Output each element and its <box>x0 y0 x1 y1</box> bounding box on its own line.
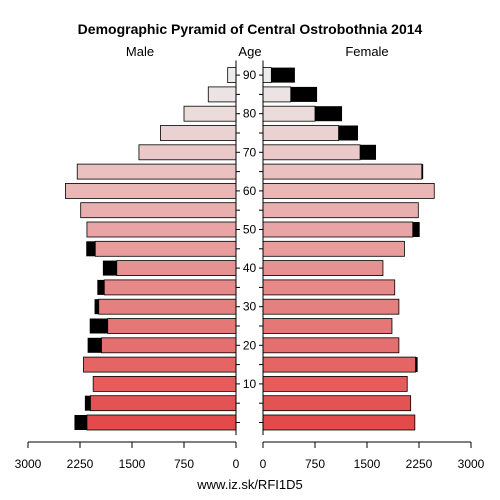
female-bar-65-69 <box>262 163 423 180</box>
male-x-tick-label: 1500 <box>119 457 146 471</box>
male-surplus-bar-0-4 <box>74 415 87 430</box>
female-bar-75-79 <box>262 125 339 141</box>
chart-title: Demographic Pyramid of Central Ostroboth… <box>78 21 423 37</box>
female-x-tick-label: 3000 <box>458 457 485 471</box>
female-surplus-bar-75-79 <box>338 125 358 141</box>
male-label: Male <box>126 44 154 59</box>
age-tick-label: 40 <box>243 261 257 275</box>
pyramid-bars <box>65 67 435 431</box>
female-bar-25-29 <box>262 318 393 334</box>
female-bar-55-59 <box>262 202 419 219</box>
female-surplus-bar-15-19 <box>415 357 418 373</box>
male-x-tick-label: 750 <box>174 457 194 471</box>
female-x-tick-label: 1500 <box>354 457 381 471</box>
female-bar-10-14 <box>262 375 408 392</box>
male-bar-80-84 <box>183 105 237 122</box>
female-bar-45-49 <box>262 240 405 257</box>
age-tick-label: 60 <box>243 184 257 198</box>
female-bar-20-24 <box>262 337 400 354</box>
female-bar-60-64 <box>262 182 435 199</box>
male-bar-50-54 <box>86 221 237 238</box>
female-surplus-bar-90+ <box>271 67 295 83</box>
male-bar-25-29 <box>107 318 237 334</box>
age-label: Age <box>238 44 261 59</box>
age-tick-label: 20 <box>243 338 257 352</box>
female-bar-15-19 <box>262 356 416 373</box>
female-bar-35-39 <box>262 279 396 296</box>
chart-axes: 3000 2250 1500 750 0 0 750 1500 2250 3000 10 20 30 40… <box>15 60 485 471</box>
age-tick-label: 90 <box>243 68 257 82</box>
female-x-tick-label: 750 <box>305 457 325 471</box>
male-surplus-bar-45-49 <box>86 241 96 257</box>
female-bar-90+ <box>262 67 272 83</box>
male-bar-70-74 <box>138 144 237 161</box>
male-surplus-bar-20-24 <box>87 337 102 353</box>
male-surplus-bar-25-29 <box>89 318 108 334</box>
female-surplus-bar-80-84 <box>315 106 343 122</box>
male-bar-0-4 <box>86 414 237 431</box>
female-surplus-bar-70-74 <box>360 144 377 160</box>
female-bar-40-44 <box>262 260 384 277</box>
male-bar-45-49 <box>94 240 237 257</box>
female-bar-85-89 <box>262 86 292 103</box>
age-tick-label: 50 <box>243 223 257 237</box>
male-bar-55-59 <box>80 202 237 219</box>
female-bar-80-84 <box>262 105 316 122</box>
age-tick-label: 80 <box>243 107 257 121</box>
male-bar-20-24 <box>101 337 237 354</box>
female-x-tick-label: 2250 <box>406 457 433 471</box>
male-bar-75-79 <box>160 125 237 141</box>
male-x-tick-label: 2250 <box>67 457 94 471</box>
female-bar-50-54 <box>262 221 414 238</box>
male-bar-10-14 <box>92 375 237 392</box>
male-bar-60-64 <box>65 182 237 199</box>
female-bar-70-74 <box>262 144 361 161</box>
male-surplus-bar-40-44 <box>102 260 117 276</box>
male-x-tick-label: 3000 <box>15 457 42 471</box>
female-bar-5-9 <box>262 395 412 412</box>
female-x-tick-label: 0 <box>260 457 267 471</box>
female-bar-30-34 <box>262 298 400 315</box>
age-tick-label: 10 <box>243 377 257 391</box>
male-bar-30-34 <box>98 298 237 315</box>
female-surplus-bar-85-89 <box>290 86 318 102</box>
female-label: Female <box>345 44 388 59</box>
female-bar-0-4 <box>262 414 416 431</box>
male-bar-65-69 <box>76 163 237 180</box>
female-surplus-bar-65-69 <box>421 164 424 180</box>
male-bar-15-19 <box>83 356 237 373</box>
male-x-tick-label: 0 <box>233 457 240 471</box>
female-surplus-bar-50-54 <box>412 222 420 237</box>
male-bar-5-9 <box>90 395 237 412</box>
age-tick-label: 70 <box>243 145 257 159</box>
male-surplus-bar-30-34 <box>94 299 99 315</box>
age-tick-label: 30 <box>243 300 257 314</box>
male-surplus-bar-35-39 <box>97 279 105 295</box>
male-surplus-bar-5-9 <box>84 395 91 411</box>
male-bar-35-39 <box>103 279 237 296</box>
male-bar-40-44 <box>116 260 237 277</box>
source-footer: www.iz.sk/RFI1D5 <box>196 477 302 492</box>
male-bar-85-89 <box>207 86 237 103</box>
male-bar-90+ <box>227 67 237 83</box>
